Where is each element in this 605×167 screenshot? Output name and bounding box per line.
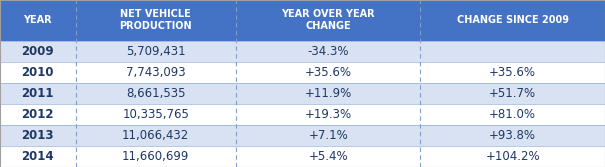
Bar bbox=[0, 41, 76, 62]
Bar bbox=[76, 62, 236, 83]
Text: +11.9%: +11.9% bbox=[304, 87, 352, 100]
Bar bbox=[236, 41, 420, 62]
Text: 2010: 2010 bbox=[22, 66, 54, 79]
Bar bbox=[76, 83, 236, 104]
Text: +81.0%: +81.0% bbox=[489, 108, 536, 121]
Bar bbox=[236, 62, 420, 83]
Text: YEAR: YEAR bbox=[24, 16, 52, 25]
Bar bbox=[0, 62, 76, 83]
Bar bbox=[76, 41, 236, 62]
Text: +35.6%: +35.6% bbox=[305, 66, 352, 79]
Bar bbox=[420, 125, 605, 146]
Text: 10,335,765: 10,335,765 bbox=[122, 108, 189, 121]
Text: 7,743,093: 7,743,093 bbox=[126, 66, 186, 79]
Text: +51.7%: +51.7% bbox=[489, 87, 536, 100]
Bar bbox=[0, 104, 76, 125]
Text: 2013: 2013 bbox=[22, 129, 54, 142]
Bar bbox=[420, 0, 605, 41]
Bar bbox=[420, 104, 605, 125]
Bar bbox=[420, 83, 605, 104]
Text: -34.3%: -34.3% bbox=[307, 45, 349, 58]
Text: +19.3%: +19.3% bbox=[305, 108, 352, 121]
Bar bbox=[76, 104, 236, 125]
Bar bbox=[76, 125, 236, 146]
Text: NET VEHICLE
PRODUCTION: NET VEHICLE PRODUCTION bbox=[119, 10, 192, 31]
Text: 11,066,432: 11,066,432 bbox=[122, 129, 189, 142]
Text: +7.1%: +7.1% bbox=[309, 129, 348, 142]
Bar bbox=[420, 41, 605, 62]
Text: +104.2%: +104.2% bbox=[485, 150, 540, 163]
Bar bbox=[0, 146, 76, 167]
Bar bbox=[0, 125, 76, 146]
Text: 2012: 2012 bbox=[22, 108, 54, 121]
Bar bbox=[236, 83, 420, 104]
Text: 11,660,699: 11,660,699 bbox=[122, 150, 189, 163]
Text: 5,709,431: 5,709,431 bbox=[126, 45, 186, 58]
Bar bbox=[420, 146, 605, 167]
Text: 2011: 2011 bbox=[22, 87, 54, 100]
Bar bbox=[420, 62, 605, 83]
Text: CHANGE SINCE 2009: CHANGE SINCE 2009 bbox=[457, 16, 569, 25]
Bar bbox=[76, 0, 236, 41]
Bar bbox=[0, 83, 76, 104]
Text: +5.4%: +5.4% bbox=[309, 150, 348, 163]
Text: 8,661,535: 8,661,535 bbox=[126, 87, 186, 100]
Text: 2014: 2014 bbox=[22, 150, 54, 163]
Bar bbox=[0, 0, 76, 41]
Bar bbox=[76, 146, 236, 167]
Text: +93.8%: +93.8% bbox=[489, 129, 536, 142]
Bar bbox=[236, 125, 420, 146]
Text: YEAR OVER YEAR
CHANGE: YEAR OVER YEAR CHANGE bbox=[281, 10, 375, 31]
Text: 2009: 2009 bbox=[22, 45, 54, 58]
Text: +35.6%: +35.6% bbox=[489, 66, 536, 79]
Bar bbox=[236, 146, 420, 167]
Bar bbox=[236, 0, 420, 41]
Bar bbox=[236, 104, 420, 125]
